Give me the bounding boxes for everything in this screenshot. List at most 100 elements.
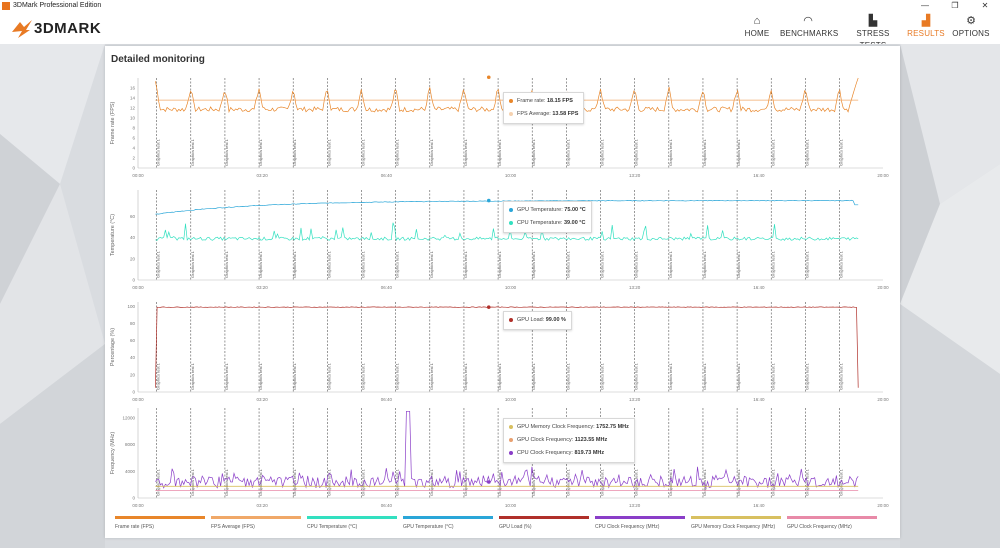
x-tick-label: 00:00 [132, 285, 144, 290]
test-marker-label: Graphics test 1 [258, 362, 263, 390]
x-tick-label: 20:00 [877, 503, 889, 508]
detailed-monitoring-panel: Detailed monitoring Frame rate (FPS) 0 2 4 6… [105, 46, 900, 538]
test-marker-label: Graphics test 1 [361, 138, 366, 166]
nav-home[interactable]: ⌂ HOME [740, 14, 774, 42]
test-marker-label: Graphics test 1 [839, 250, 844, 278]
x-tick-label: 03:20 [257, 285, 269, 290]
legend-cpu-temperature[interactable]: CPU Temperature (°C) [307, 516, 397, 530]
test-marker-label: Graphics test 1 [224, 250, 229, 278]
x-tick-label: 16:40 [753, 285, 765, 290]
test-marker-label: Graphics test 1 [804, 250, 809, 278]
panel-title: Detailed monitoring [111, 54, 205, 65]
gpu-load-tooltip: GPU Load: 99.00 % [503, 311, 572, 330]
results-chart-icon: ▟ [921, 15, 931, 27]
test-marker-label: Graphics test 1 [463, 468, 468, 496]
fps-tooltip: Frame rate: 18.15 FPS FPS Average: 13.58… [503, 92, 585, 124]
test-marker-label: Graphics test 1 [292, 250, 297, 278]
y-tick-label: 12 [130, 106, 136, 111]
gpu-temp-dot [509, 207, 513, 212]
test-marker-label: Graphics test 1 [770, 362, 775, 390]
gpu-clock-dot [509, 437, 513, 442]
test-marker-label: Graphics test 1 [497, 138, 502, 166]
y-tick-label: 0 [132, 278, 135, 283]
maximize-button[interactable]: ❐ [951, 1, 959, 10]
temperature-chart[interactable]: Temperature (°C) 0 20 40 60 00:00 03:20 06:40 10… [105, 184, 900, 292]
nav-options[interactable]: ⚙ OPTIONS [950, 14, 992, 42]
legend-gpu-temperature[interactable]: GPU Temperature (°C) [403, 516, 493, 530]
test-marker-label: Graphics test 1 [156, 250, 161, 278]
test-marker-label: Graphics test 1 [463, 138, 468, 166]
x-tick-label: 10:00 [505, 397, 517, 402]
test-marker-label: Graphics test 1 [634, 138, 639, 166]
test-marker-label: Graphics test 1 [668, 138, 673, 166]
x-tick-label: 06:40 [381, 173, 393, 178]
window-title-bar: 3DMark Professional Edition — ❐ ✕ [0, 0, 1000, 12]
legend-gpu-load[interactable]: GPU Load (%) [499, 516, 589, 530]
y-tick-label: 60 [130, 338, 136, 343]
test-marker-label: Graphics test 1 [565, 362, 570, 390]
logo-flame-icon [12, 20, 32, 38]
gauge-icon: ◠ [803, 15, 813, 27]
test-marker-label: Graphics test 1 [156, 468, 161, 496]
frame-rate-dot [509, 98, 513, 103]
test-marker-label: Graphics test 1 [156, 138, 161, 166]
frequency-chart[interactable]: Frequency (MHz) 0 4000 8000 12000 00:00 03:20 0… [105, 402, 900, 510]
test-marker-label: Graphics test 1 [804, 138, 809, 166]
test-marker-label: Graphics test 1 [361, 362, 366, 390]
x-tick-label: 00:00 [132, 173, 144, 178]
test-marker-label: Graphics test 1 [224, 138, 229, 166]
cpu-clock-dot [509, 450, 513, 455]
test-marker-label: Graphics test 1 [736, 250, 741, 278]
test-marker-label: Graphics test 1 [190, 250, 195, 278]
x-tick-label: 06:40 [381, 285, 393, 290]
x-tick-label: 13:20 [629, 285, 641, 290]
app-icon [2, 2, 10, 10]
fps-average-dot [509, 111, 513, 116]
frequency-tooltip: GPU Memory Clock Frequency: 1752.75 MHz … [503, 418, 635, 463]
nav-results[interactable]: ▟ RESULTS [907, 15, 945, 38]
test-marker-label: Graphics test 1 [395, 362, 400, 390]
y-tick-label: 4 [132, 146, 135, 151]
legend-gpu-memory-clock[interactable]: GPU Memory Clock Frequency (MHz) [691, 516, 781, 530]
close-button[interactable]: ✕ [981, 1, 989, 10]
test-marker-label: Graphics test 1 [736, 138, 741, 166]
y-tick-label: 10 [130, 116, 136, 121]
hover-point [486, 480, 491, 484]
legend-gpu-clock[interactable]: GPU Clock Frequency (MHz) [787, 516, 877, 530]
y-tick-label: 20 [130, 372, 136, 377]
test-marker-label: Graphics test 1 [531, 138, 536, 166]
y-tick-label: 0 [132, 166, 135, 171]
3dmark-logo[interactable]: 3DMARK [10, 18, 120, 40]
y-tick-label: 0 [132, 390, 135, 395]
test-marker-label: Graphics test 1 [668, 250, 673, 278]
y-tick-label: 12000 [122, 416, 135, 421]
x-tick-label: 16:40 [753, 397, 765, 402]
y-axis-label: Frequency (MHz) [110, 432, 116, 475]
legend-fps-average[interactable]: FPS Average (FPS) [211, 516, 301, 530]
test-marker-label: Graphics test 1 [361, 468, 366, 496]
test-marker-label: Graphics test 1 [361, 250, 366, 278]
legend-frame-rate[interactable]: Frame rate (FPS) [115, 516, 205, 530]
test-marker-label: Graphics test 1 [565, 138, 570, 166]
legend-cpu-clock[interactable]: CPU Clock Frequency (MHz) [595, 516, 685, 530]
hover-point [486, 305, 491, 309]
nav-stress-tests[interactable]: ▙ STRESS TESTS [844, 14, 902, 50]
test-marker-label: Graphics test 1 [258, 250, 263, 278]
x-tick-label: 03:20 [257, 173, 269, 178]
test-marker-label: Graphics test 1 [600, 138, 605, 166]
minimize-button[interactable]: — [921, 1, 929, 10]
gpu-load-chart[interactable]: Percentage (%) 0 20 40 60 80 100 00:00 03:20 06:4… [105, 296, 900, 404]
x-tick-label: 00:00 [132, 503, 144, 508]
test-marker-label: Graphics test 1 [600, 362, 605, 390]
x-tick-label: 03:20 [257, 397, 269, 402]
test-marker-label: Graphics test 1 [156, 362, 161, 390]
x-tick-label: 13:20 [629, 503, 641, 508]
frame-rate-chart[interactable]: Frame rate (FPS) 0 2 4 6 8 10 12 14 16 00:00 03:20 0… [105, 72, 900, 180]
test-marker-label: Graphics test 1 [702, 138, 707, 166]
temperature-tooltip: GPU Temperature: 75.00 °C CPU Temperatur… [503, 201, 592, 233]
y-tick-label: 40 [130, 355, 136, 360]
test-marker-label: Graphics test 1 [292, 468, 297, 496]
nav-benchmarks[interactable]: ◠ BENCHMARKS [780, 15, 839, 38]
window-title: 3DMark Professional Edition [13, 2, 102, 9]
test-marker-label: Graphics test 1 [634, 250, 639, 278]
